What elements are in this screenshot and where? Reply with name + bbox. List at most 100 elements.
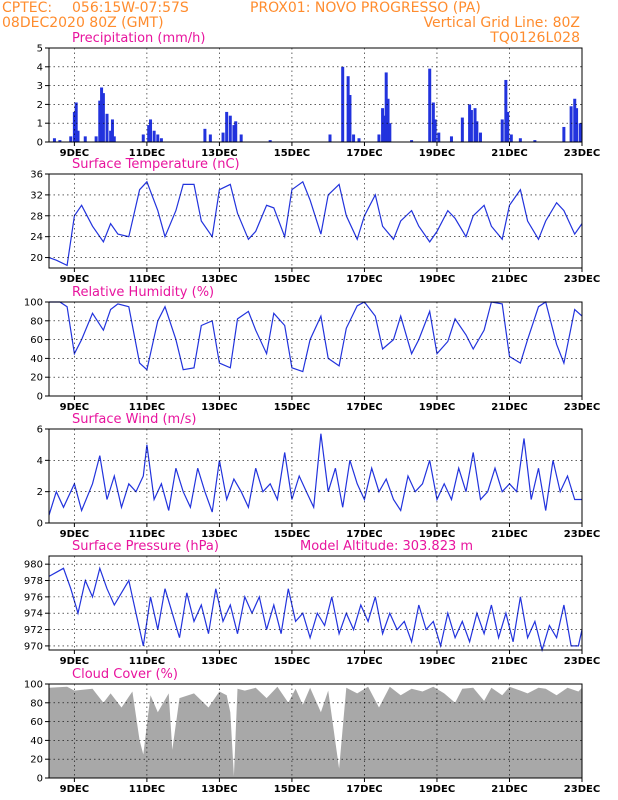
cloud-xtick-label: 19DEC <box>419 784 455 795</box>
precipitation-ytick-label: 5 <box>37 44 43 55</box>
wind-xtick-label: 15DEC <box>274 529 310 540</box>
precipitation-bar <box>228 115 232 142</box>
humidity-ytick-label: 0 <box>37 392 43 403</box>
precipitation-bar <box>98 100 102 142</box>
precipitation-bar <box>473 108 477 142</box>
precipitation-xtick-label: 11DEC <box>129 148 165 159</box>
precipitation-bar <box>221 132 225 142</box>
precipitation-bar <box>386 98 390 142</box>
temperature-xtick-label: 13DEC <box>201 274 237 285</box>
humidity-xtick-label: 21DEC <box>491 402 527 413</box>
precipitation-bar <box>388 123 392 142</box>
precipitation-bar <box>225 111 229 142</box>
cloud-frame <box>48 683 583 779</box>
precipitation-bar <box>141 134 145 142</box>
precipitation-bar <box>112 136 116 142</box>
wind-title: Surface Wind (m/s) <box>72 412 196 427</box>
humidity-frame <box>48 301 583 397</box>
precipitation-bar <box>232 125 236 142</box>
precipitation-xtick-label: 15DEC <box>274 148 310 159</box>
precipitation-bar <box>72 111 76 142</box>
precipitation-bar <box>74 102 78 142</box>
wind-ytick-label: 0 <box>37 519 43 530</box>
wind-ytick-label: 4 <box>37 456 43 467</box>
precipitation-bar <box>475 121 479 142</box>
precipitation-ytick-label: 3 <box>37 81 43 92</box>
precipitation-bar <box>518 138 522 142</box>
wind-ytick-label: 6 <box>37 425 43 436</box>
cloud-area <box>49 686 582 778</box>
temperature-ytick-label: 36 <box>30 170 43 181</box>
cloud-xtick-label: 17DEC <box>346 784 382 795</box>
precipitation-bar <box>348 95 352 142</box>
temperature-xtick-label: 11DEC <box>129 274 165 285</box>
precipitation-bar <box>268 140 272 142</box>
precipitation-bar <box>509 134 513 142</box>
precipitation-ytick-label: 2 <box>37 100 43 111</box>
precipitation-bar <box>431 102 435 142</box>
cloud-title: Cloud Cover (%) <box>72 667 178 682</box>
temperature-ytick-label: 24 <box>30 232 43 243</box>
precipitation-bar <box>110 119 114 142</box>
precipitation-bar <box>468 104 472 142</box>
temperature-line <box>48 180 583 267</box>
wind-line <box>48 433 582 516</box>
precipitation-xtick-label: 19DEC <box>419 148 455 159</box>
precipitation-bar <box>83 136 87 142</box>
wind-xtick-label: 11DEC <box>129 529 165 540</box>
header-model-code: TQ0126L028 <box>489 30 580 46</box>
humidity-ytick-label: 20 <box>30 373 43 384</box>
precipitation-bar <box>346 76 350 142</box>
pressure-title: Surface Pressure (hPa) <box>72 539 219 554</box>
pressure-ytick-label: 972 <box>24 625 43 636</box>
wind-xtick-label: 21DEC <box>491 529 527 540</box>
pressure-ytick-label: 976 <box>24 592 43 603</box>
precipitation-bar <box>52 138 56 142</box>
humidity-ytick-label: 80 <box>30 316 43 327</box>
humidity-xtick-label: 11DEC <box>129 402 165 413</box>
precipitation-ytick-label: 1 <box>37 119 43 130</box>
precipitation-xtick-label: 9DEC <box>60 148 89 159</box>
temp-title: Surface Temperature (nC) <box>72 157 240 172</box>
wind-xtick-label: 17DEC <box>346 529 382 540</box>
wind-xtick-label: 23DEC <box>564 529 600 540</box>
cloud-ytick-label: 40 <box>30 736 43 747</box>
cloud-ytick-label: 100 <box>24 680 43 691</box>
pressure-xtick-label: 15DEC <box>274 656 310 667</box>
humidity-xtick-label: 17DEC <box>346 402 382 413</box>
header-coords: 056:15W-07:57S <box>72 0 189 16</box>
precipitation-bar <box>357 138 361 142</box>
precipitation-bar <box>377 134 381 142</box>
precipitation-bar <box>469 110 473 142</box>
precipitation-bar <box>573 98 577 142</box>
precipitation-bar <box>533 140 537 142</box>
pressure-xtick-label: 11DEC <box>129 656 165 667</box>
pressure-xtick-label: 13DEC <box>201 656 237 667</box>
precipitation-bar <box>449 136 453 142</box>
precipitation-bar <box>239 134 243 142</box>
temperature-xtick-label: 23DEC <box>564 274 600 285</box>
precipitation-bar <box>156 134 160 142</box>
temperature-xtick-label: 9DEC <box>60 274 89 285</box>
cloud-xtick-label: 9DEC <box>60 784 89 795</box>
precipitation-bar <box>382 115 386 142</box>
pressure-xtick-label: 9DEC <box>60 656 89 667</box>
precipitation-bar <box>152 130 156 142</box>
temperature-ytick-label: 28 <box>30 211 43 222</box>
pressure-xtick-label: 21DEC <box>491 656 527 667</box>
precipitation-bar <box>352 134 356 142</box>
humidity-xtick-label: 13DEC <box>201 402 237 413</box>
precipitation-bar <box>100 87 104 142</box>
header-source: CPTEC: <box>2 0 52 16</box>
precipitation-bar <box>208 134 212 142</box>
humidity-ytick-label: 40 <box>30 354 43 365</box>
pressure-xtick-label: 19DEC <box>419 656 455 667</box>
pressure-xtick-label: 23DEC <box>564 656 600 667</box>
precipitation-ytick-label: 4 <box>37 62 43 73</box>
cloud-xtick-label: 11DEC <box>129 784 165 795</box>
precipitation-xtick-label: 13DEC <box>201 148 237 159</box>
cloud-xtick-label: 23DEC <box>564 784 600 795</box>
precipitation-bar <box>569 106 573 142</box>
humidity-xtick-label: 9DEC <box>60 402 89 413</box>
cloud-xtick-label: 13DEC <box>201 784 237 795</box>
